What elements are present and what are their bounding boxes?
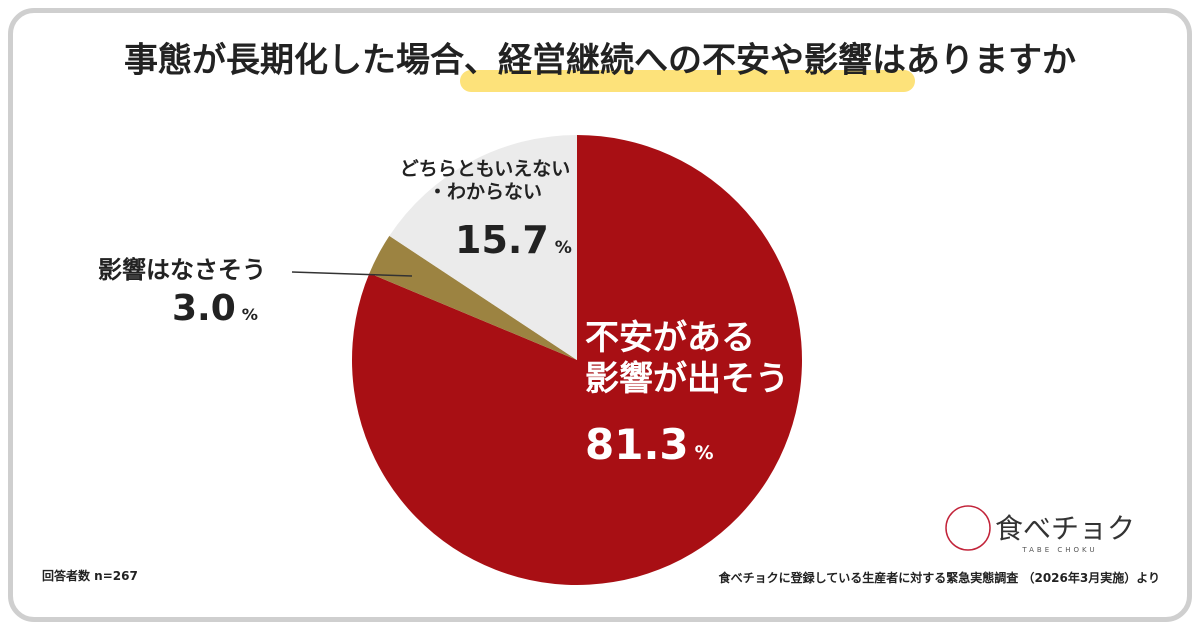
value-number: 3.0 [172,288,236,329]
logo-mark [945,505,991,551]
pie-slice [389,135,577,360]
unit: % [694,442,714,464]
sample-note: 回答者数 n=267 [42,568,138,583]
slice-label: 影響はなさそう [98,256,266,284]
value-label: 81.3% [585,420,714,469]
source-note: 食べチョクに登録している生産者に対する緊急実態調査 （2026年3月実施）より [718,570,1160,585]
logo: 食べチョク TABE CHOKU [945,505,1135,554]
value-number: 81.3 [585,420,689,469]
brand-name: 食べチョク [995,512,1135,545]
frame [8,8,1192,622]
leader-line [291,271,413,277]
chart-title: 事態が長期化した場合、経営継続への不安や影響はありますか [124,41,1076,81]
pie-slice [369,235,577,360]
value-label: 15.7% [455,218,572,262]
slice-label: 不安がある 影響が出そう [585,318,789,399]
value-number: 15.7 [455,218,549,262]
value-label: 3.0% [172,288,258,329]
pie-slice [352,135,803,585]
unit: % [241,305,259,324]
slice-label: どちらともいえない ・わからない [399,158,571,203]
unit: % [554,238,572,258]
brand-romaji: TABE CHOKU [1021,546,1097,554]
title-highlight [460,70,915,92]
